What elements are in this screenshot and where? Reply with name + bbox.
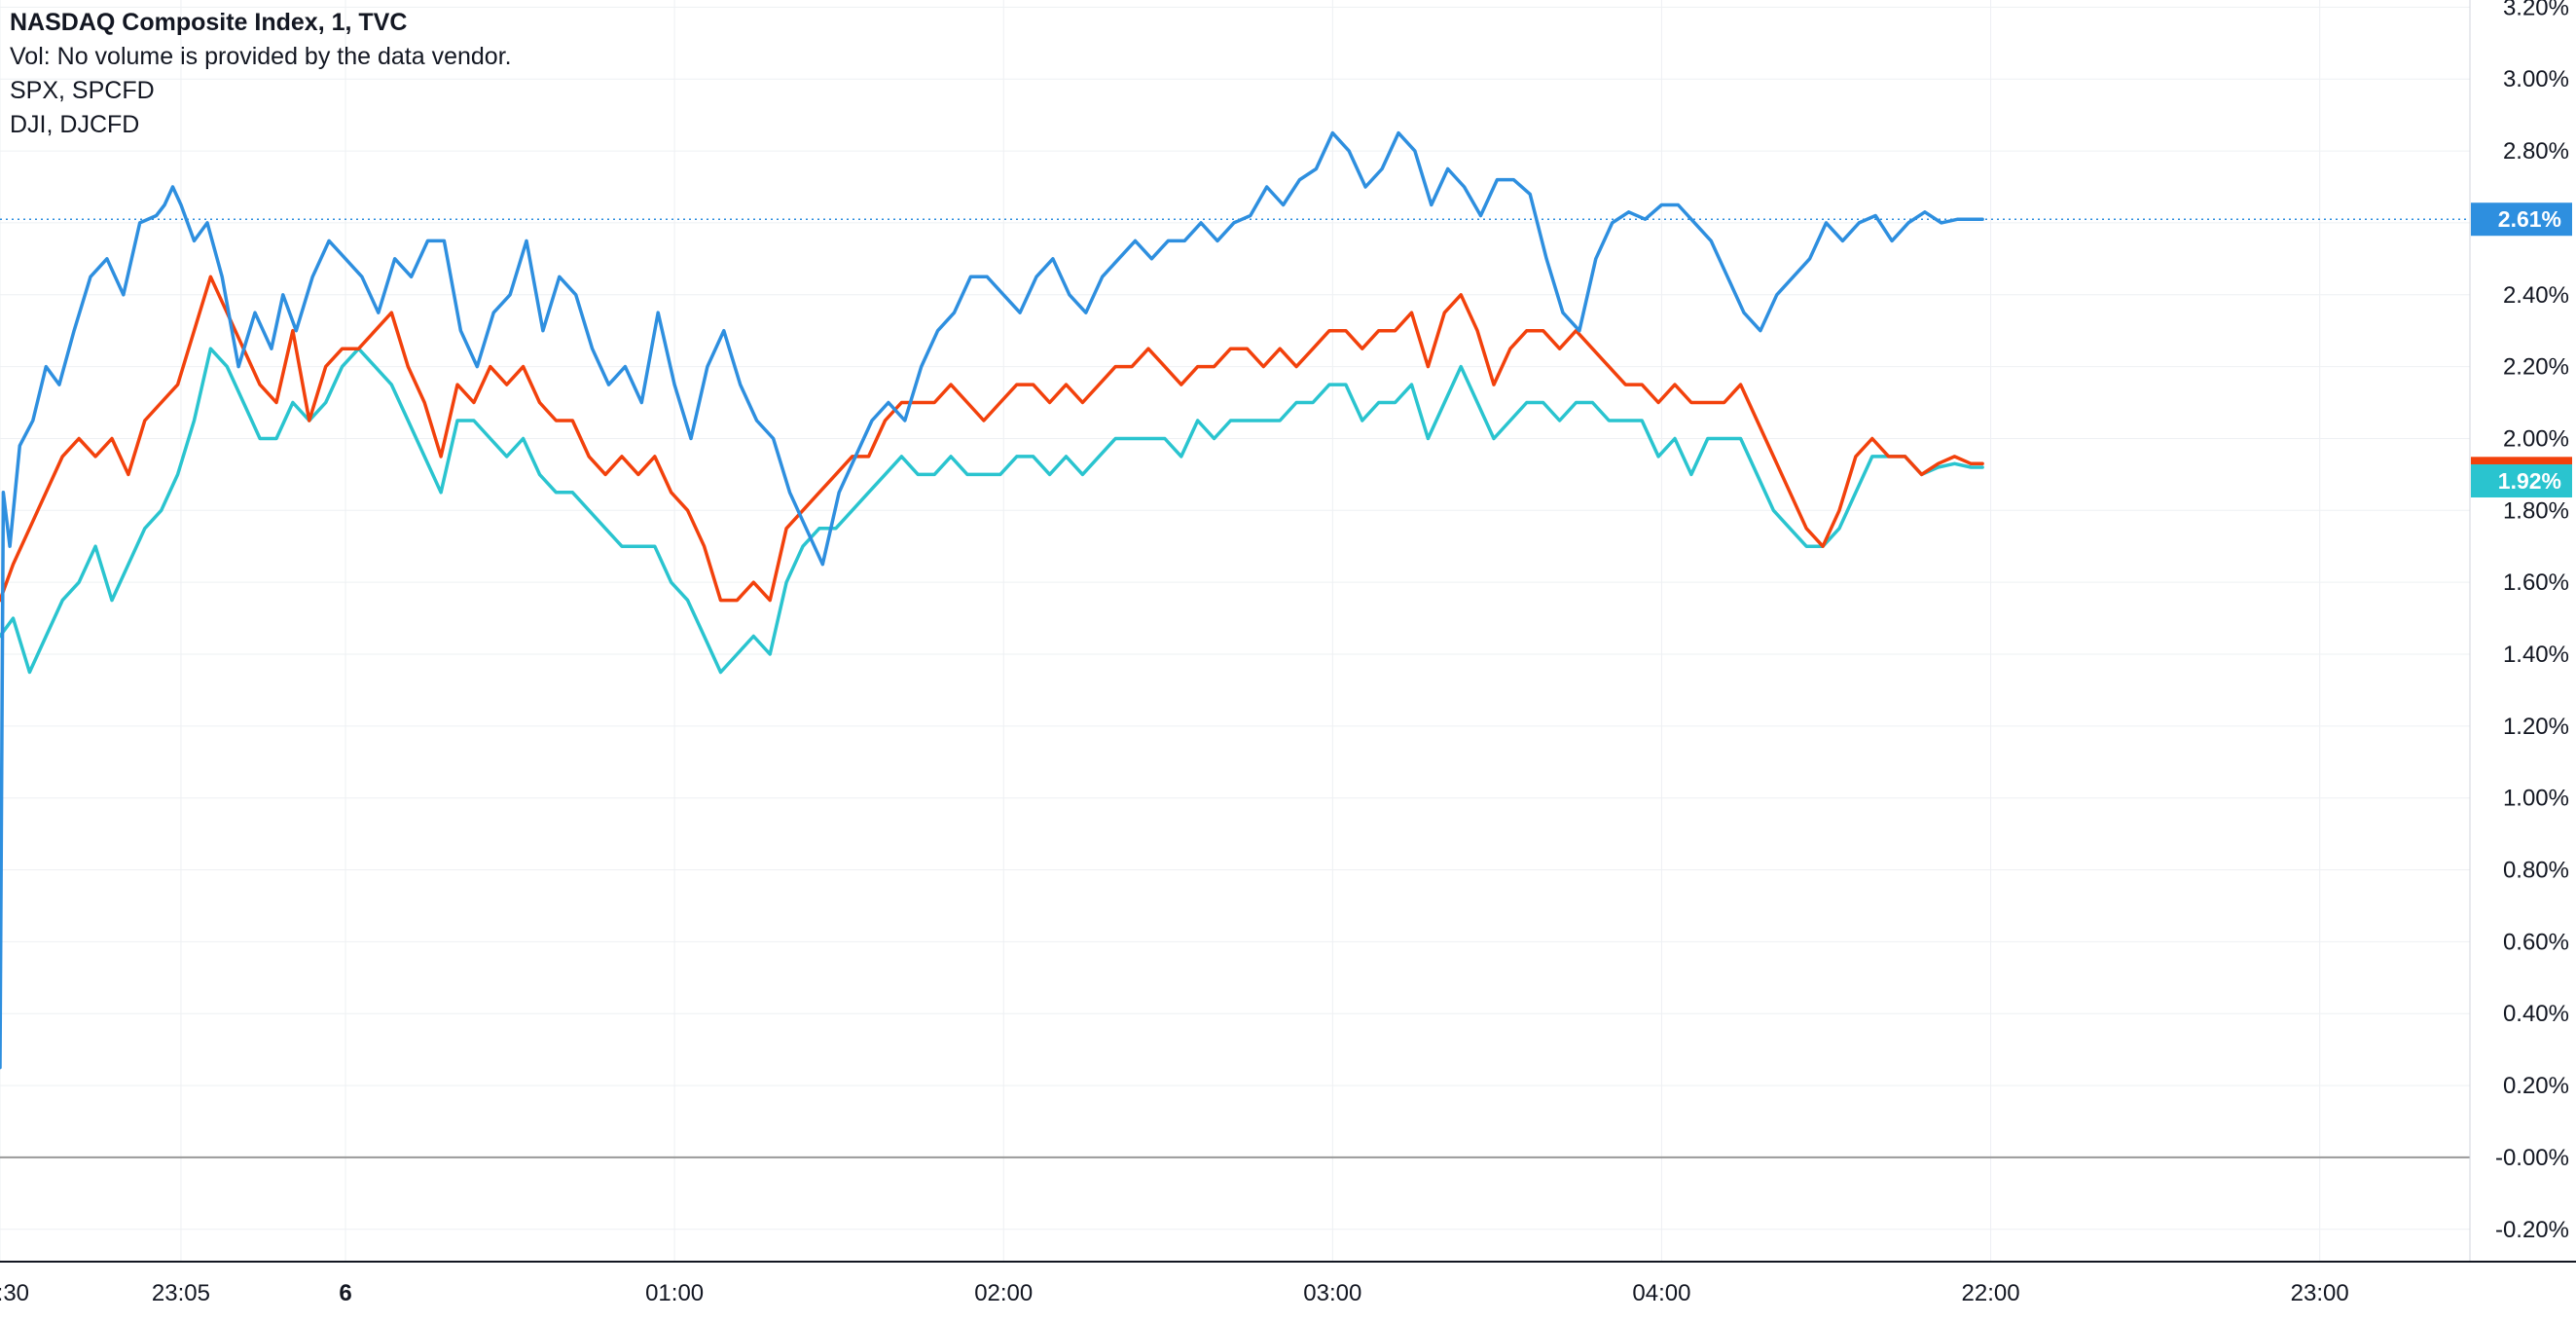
x-tick-label: 23:00 [2291,1280,2349,1306]
y-tick-label: 2.40% [2503,282,2569,309]
last-value-badge-nasdaq [2471,202,2572,237]
last-value-badge-dji [2471,464,2572,497]
x-tick-label: 04:00 [1632,1280,1690,1306]
x-tick-label: 6 [339,1280,351,1306]
legend: NASDAQ Composite Index, 1, TVC Vol: No v… [10,6,512,142]
time-axis[interactable] [0,1262,2470,1322]
y-tick-label: 0.60% [2503,929,2569,955]
y-tick-label: 1.00% [2503,786,2569,812]
y-tick-label: 1.60% [2503,569,2569,596]
grid [0,0,2470,1262]
y-tick-label: 0.20% [2503,1073,2569,1099]
y-tick-label: 2.00% [2503,425,2569,452]
x-tick-label: 23:05 [152,1280,210,1306]
x-tick-label: 02:00 [974,1280,1033,1306]
y-axis-labels: -0.20% -0.00% 0.20% 0.40% 0.60% 0.80% 1.00% 1.2… [2495,0,2569,1243]
y-tick-label: 1.40% [2503,642,2569,668]
x-tick-label: 03:00 [1303,1280,1361,1306]
y-tick-label: 0.40% [2503,1001,2569,1027]
x-tick-label: 01:00 [645,1280,704,1306]
y-tick-label: 0.80% [2503,858,2569,884]
y-tick-label: 1.20% [2503,714,2569,740]
x-tick-label: 22:30 [0,1280,29,1306]
legend-main-series[interactable]: NASDAQ Composite Index, 1, TVC [10,9,408,36]
legend-volume-note: Vol: No volume is provided by the data v… [10,43,512,70]
y-tick-label: 3.20% [2503,0,2569,20]
series-line-spx[interactable] [0,275,1984,603]
y-tick-label: 2.20% [2503,354,2569,381]
x-tick-label: 22:00 [1962,1280,2020,1306]
y-tick-label: -0.20% [2495,1217,2569,1243]
y-tick-label: 2.80% [2503,138,2569,165]
series-line-nasdaq[interactable] [0,130,1984,1070]
last-value-label-dji: 1.92% [2498,468,2561,494]
legend-spx-series[interactable]: SPX, SPCFD [10,77,155,104]
series-line-dji[interactable] [0,347,1984,675]
series-lines [0,130,1984,1070]
y-tick-label: 3.00% [2503,66,2569,92]
legend-dji-series[interactable]: DJI, DJCFD [10,111,140,138]
corner-box [2470,1262,2576,1322]
y-tick-label: 1.80% [2503,497,2569,524]
last-value-label-nasdaq: 2.61% [2498,206,2561,232]
last-value-badges: 2.61%1.93%1.92% [2471,202,2572,497]
y-tick-label: -0.00% [2495,1145,2569,1171]
x-axis-labels: 22:30 23:05 6 01:00 02:00 03:00 04:00 22:00 23:0… [0,1280,2349,1306]
